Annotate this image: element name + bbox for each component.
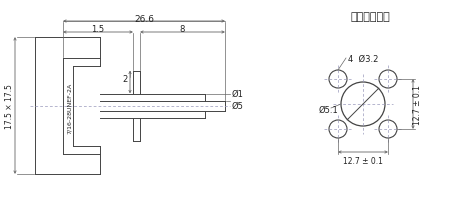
Text: 12.7 ± 0.1: 12.7 ± 0.1: [343, 156, 383, 165]
Text: 7/16-28UNEF-2A: 7/16-28UNEF-2A: [67, 82, 71, 134]
Text: 26.6: 26.6: [134, 14, 154, 23]
Text: 8: 8: [180, 25, 185, 34]
Text: 4  Ø3.2: 4 Ø3.2: [348, 54, 378, 63]
Text: Ø1: Ø1: [232, 89, 244, 99]
Text: 安装开孔尺寸: 安装开孔尺寸: [350, 12, 390, 22]
Text: 2: 2: [123, 75, 128, 84]
Text: Ø5.1: Ø5.1: [319, 105, 339, 114]
Text: 12.7 ± 0.1: 12.7 ± 0.1: [413, 85, 422, 124]
Text: Ø5: Ø5: [232, 101, 244, 110]
Text: 17.5 × 17.5: 17.5 × 17.5: [4, 84, 13, 128]
Text: 1.5: 1.5: [91, 25, 105, 34]
